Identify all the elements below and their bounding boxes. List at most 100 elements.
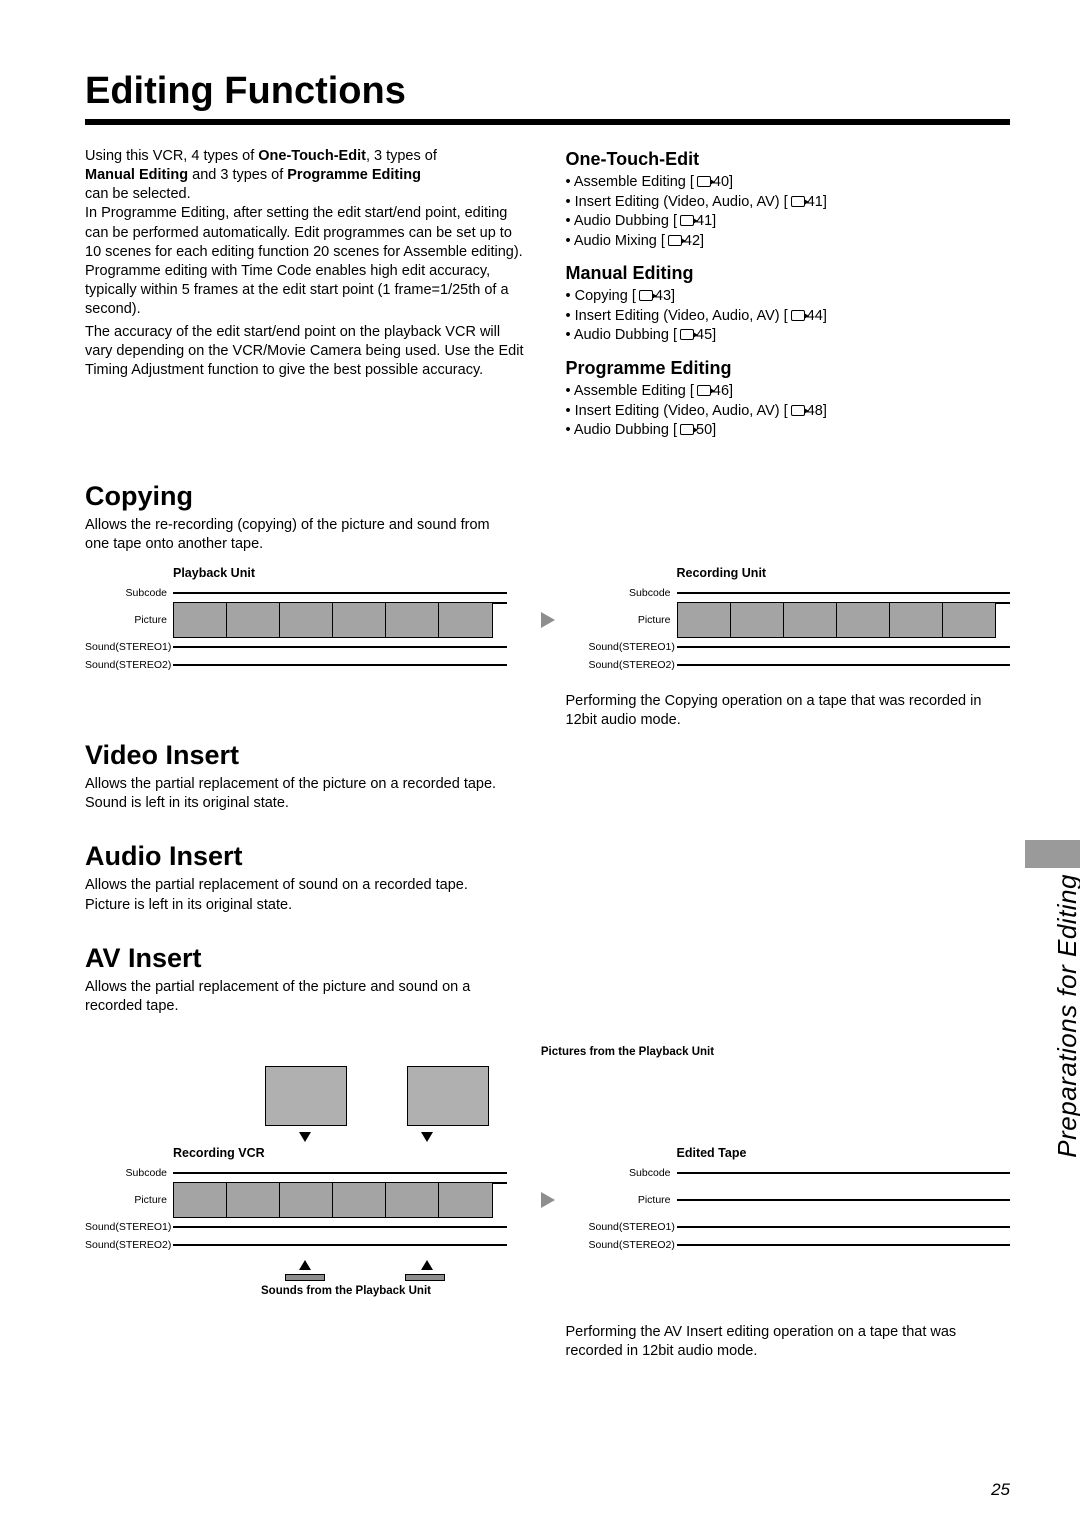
item-text: Insert Editing (Video, Audio, AV) xyxy=(575,308,784,324)
subcode-track: Subcode xyxy=(589,584,1011,602)
track-label: Sound(STEREO1) xyxy=(589,641,677,653)
sound-bar xyxy=(405,1274,445,1281)
track-strip xyxy=(677,592,997,594)
page-ref: 41 xyxy=(696,213,712,229)
recording-track-block: Recording Unit Subcode Picture Sound(STE… xyxy=(589,566,1011,674)
ote-list: Assemble Editing [40] Insert Editing (Vi… xyxy=(566,173,1011,251)
page-ref-icon xyxy=(791,405,805,416)
audio-insert-desc: Allows the partial replacement of sound … xyxy=(85,876,515,914)
track-strip xyxy=(173,1172,493,1174)
page-ref: 46 xyxy=(713,383,729,399)
intro-p4: The accuracy of the edit start/end point… xyxy=(85,323,530,380)
stereo2-track: Sound(STEREO2) xyxy=(589,656,1011,674)
strip-end xyxy=(996,592,1010,594)
item-text: Audio Dubbing xyxy=(574,327,673,343)
track-label: Sound(STEREO2) xyxy=(85,659,173,671)
stereo1-track: Sound(STEREO1) xyxy=(589,1218,1011,1236)
track-label: Sound(STEREO1) xyxy=(589,1221,677,1233)
copying-desc: Allows the re-recording (copying) of the… xyxy=(85,516,505,554)
strip-end xyxy=(996,1226,1010,1228)
recording-title: Recording Unit xyxy=(677,566,1011,580)
tab-bar xyxy=(1025,840,1080,868)
intro-p2: In Programme Editing, after setting the … xyxy=(85,204,530,261)
stereo1-track: Sound(STEREO1) xyxy=(85,638,507,656)
strip-end xyxy=(493,602,507,604)
track-label: Picture xyxy=(589,614,677,626)
strip-end xyxy=(996,646,1010,648)
list-item: Audio Mixing [42] xyxy=(566,232,1011,252)
page-ref: 41 xyxy=(807,194,823,210)
subcode-track: Subcode xyxy=(589,1164,1011,1182)
list-item: Insert Editing (Video, Audio, AV) [48] xyxy=(566,402,1011,422)
list-item: Insert Editing (Video, Audio, AV) [41] xyxy=(566,193,1011,213)
thumb-image xyxy=(407,1066,489,1126)
page-ref: 42 xyxy=(684,233,700,249)
up-arrows xyxy=(299,1260,1010,1270)
copying-heading: Copying xyxy=(85,481,1010,512)
list-item: Assemble Editing [40] xyxy=(566,173,1011,193)
recording-vcr-block: Recording VCR Subcode Picture Sound(STER… xyxy=(85,1146,507,1254)
page-ref-icon xyxy=(697,176,711,187)
strip-end xyxy=(996,602,1010,604)
stereo1-track: Sound(STEREO1) xyxy=(589,638,1011,656)
sound-bar xyxy=(285,1274,325,1281)
track-label: Subcode xyxy=(589,1167,677,1179)
intro-text: , 3 types of xyxy=(366,148,437,164)
stereo2-track: Sound(STEREO2) xyxy=(589,1236,1011,1254)
page-number: 25 xyxy=(991,1480,1010,1500)
track-label: Sound(STEREO2) xyxy=(589,659,677,671)
list-item: Audio Dubbing [50] xyxy=(566,421,1011,441)
me-heading: Manual Editing xyxy=(566,263,1011,284)
page-ref-icon xyxy=(680,329,694,340)
pe-heading: Programme Editing xyxy=(566,358,1011,379)
track-label: Sound(STEREO1) xyxy=(85,641,173,653)
strip-end xyxy=(493,1172,507,1174)
copying-note: Performing the Copying operation on a ta… xyxy=(566,692,1011,730)
page-ref: 44 xyxy=(807,308,823,324)
intro-left: Using this VCR, 4 types of One-Touch-Edi… xyxy=(85,147,530,453)
list-item: Insert Editing (Video, Audio, AV) [44] xyxy=(566,307,1011,327)
video-insert-desc: Allows the partial replacement of the pi… xyxy=(85,775,505,813)
av-insert-note: Performing the AV Insert editing operati… xyxy=(566,1323,1011,1361)
track-label: Sound(STEREO2) xyxy=(589,1239,677,1251)
item-text: Audio Mixing xyxy=(574,233,661,249)
edited-tape-title: Edited Tape xyxy=(677,1146,1011,1160)
intro-bold: One-Touch-Edit xyxy=(258,148,366,164)
intro-bold: Programme Editing xyxy=(287,167,421,183)
sound-bars xyxy=(285,1274,1010,1281)
top-insert-caption: Pictures from the Playback Unit xyxy=(245,1046,1010,1058)
strip-end xyxy=(493,1226,507,1228)
strip-end xyxy=(996,1172,1010,1174)
up-arrow-icon xyxy=(421,1260,433,1270)
av-tracks: Recording VCR Subcode Picture Sound(STER… xyxy=(85,1146,1010,1254)
list-item: Audio Dubbing [41] xyxy=(566,212,1011,232)
arrow-gap xyxy=(535,1192,561,1208)
strip-end xyxy=(493,646,507,648)
intro-p3: Programme editing with Time Code enables… xyxy=(85,262,530,319)
item-text: Audio Dubbing xyxy=(574,422,673,438)
intro-line-2: Manual Editing and 3 types of Programme … xyxy=(85,166,530,185)
audio-insert-heading: Audio Insert xyxy=(85,841,1010,872)
strip-end xyxy=(493,592,507,594)
track-label: Subcode xyxy=(589,587,677,599)
track-label: Picture xyxy=(85,614,173,626)
av-insert-desc: Allows the partial replacement of the pi… xyxy=(85,978,515,1016)
up-arrow-icon xyxy=(299,1260,311,1270)
down-arrow-icon xyxy=(421,1132,433,1142)
av-insert-heading: AV Insert xyxy=(85,943,1010,974)
item-text: Insert Editing (Video, Audio, AV) xyxy=(575,403,784,419)
intro-two-col: Using this VCR, 4 types of One-Touch-Edi… xyxy=(85,147,1010,453)
strip-end xyxy=(493,1244,507,1246)
picture-track: Picture xyxy=(589,1182,1011,1218)
av-insert-diagram: Pictures from the Playback Unit Recordin… xyxy=(85,1046,1010,1297)
list-item: Assemble Editing [46] xyxy=(566,382,1011,402)
page-ref-icon xyxy=(791,310,805,321)
item-text: Copying xyxy=(575,288,632,304)
intro-line-1: Using this VCR, 4 types of One-Touch-Edi… xyxy=(85,147,530,166)
picture-track: Picture xyxy=(85,1182,507,1218)
intro-right: One-Touch-Edit Assemble Editing [40] Ins… xyxy=(566,147,1011,453)
page-ref: 48 xyxy=(807,403,823,419)
bottom-insert-caption: Sounds from the Playback Unit xyxy=(261,1285,1010,1297)
picture-strip xyxy=(173,1182,493,1218)
intro-line-3: can be selected. xyxy=(85,185,530,204)
